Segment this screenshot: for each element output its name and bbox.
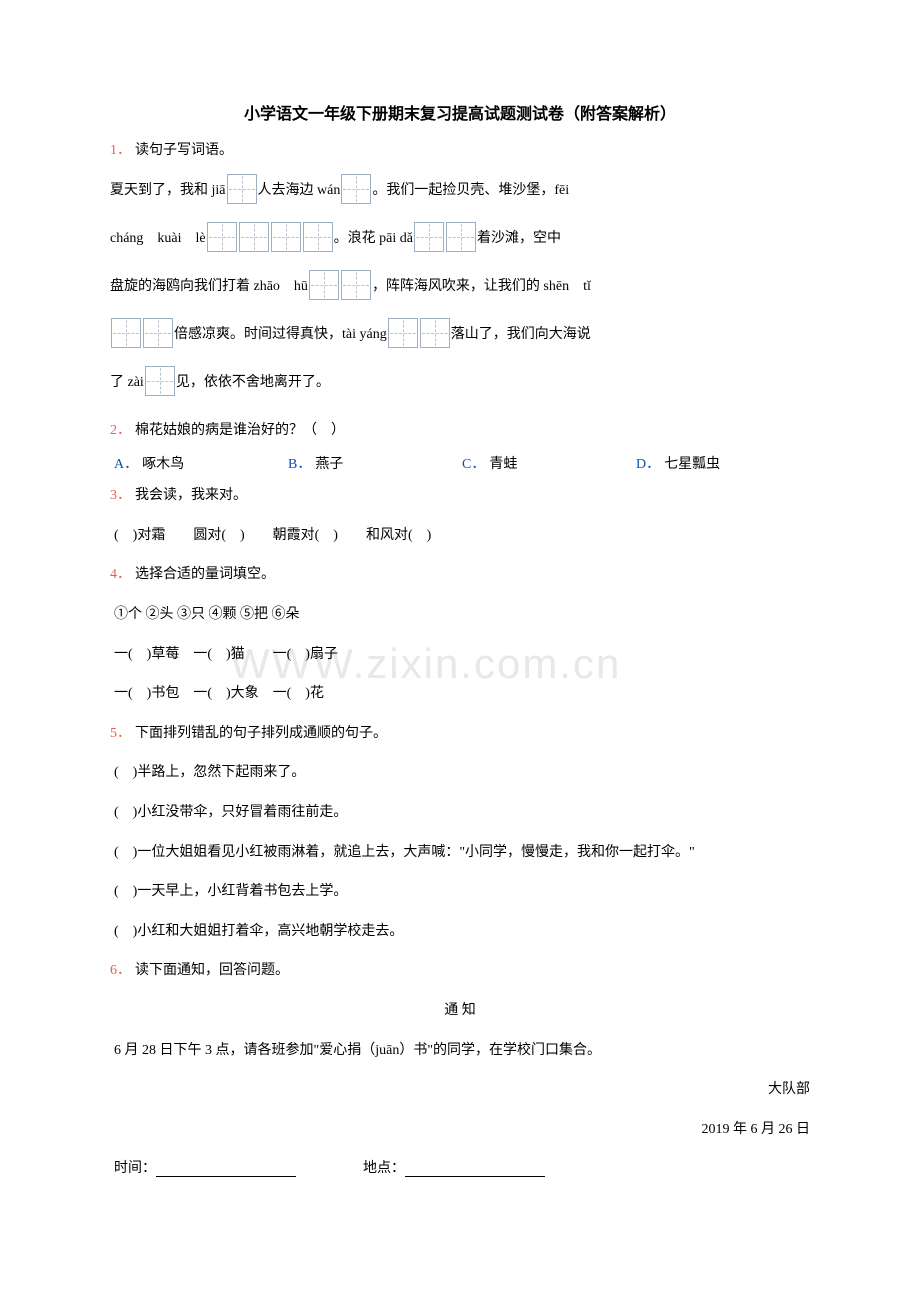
q1-r1c: 。我们一起捡贝壳、堆沙堡，fēi [372,179,569,199]
q2-c: C． [462,457,485,472]
q5-l1: ( )半路上，忽然下起雨来了。 [110,756,810,790]
q5-num: 5． [110,726,131,741]
q6-time-label: 时间： [114,1161,156,1176]
q1-r2b: 。浪花 pāi dǎ [334,227,413,247]
q6-label: 读下面通知，回答问题。 [135,963,289,978]
q2-options: A． 啄木鸟 B． 燕子 C． 青蛙 D． 七星瓢虫 [114,453,810,473]
q1-r1a: 夏天到了，我和 jiā [110,179,226,199]
q6-title: 通 知 [110,994,810,1028]
q1-r2c: 着沙滩，空中 [477,227,561,247]
char-box [145,366,175,396]
underline [405,1161,545,1177]
page-title: 小学语文一年级下册期末复习提高试题测试卷（附答案解析） [110,100,810,124]
q1-row5: 了 zài 见，依依不舍地离开了。 [110,366,810,396]
q6-num: 6． [110,963,131,978]
q1-row1: 夏天到了，我和 jiā 人去海边 wán 。我们一起捡贝壳、堆沙堡，fēi [110,174,810,204]
q2-d: D． [636,457,660,472]
q2-a-txt: 啄木鸟 [142,457,184,472]
q1-row4: 倍感凉爽。时间过得真快，tài yáng 落山了，我们向大海说 [110,318,810,348]
q2-num: 2． [110,423,131,438]
q5-label: 下面排列错乱的句子排列成通顺的句子。 [135,726,387,741]
q1-num: 1． [110,143,131,158]
q4-num: 4． [110,567,131,582]
q4-l1: ①个 ②头 ③只 ④颗 ⑤把 ⑥朵 [110,598,810,632]
char-box [143,318,173,348]
q1-r4b: 落山了，我们向大海说 [451,323,591,343]
char-box [341,174,371,204]
q5-l4: ( )一天早上，小红背着书包去上学。 [110,875,810,909]
char-box [341,270,371,300]
q3-label: 我会读，我来对。 [135,488,247,503]
char-box [207,222,237,252]
q6-body: 6 月 28 日下午 3 点，请各班参加"爱心捐（juān）书"的同学，在学校门… [110,1034,810,1068]
q5-l5: ( )小红和大姐姐打着伞，高兴地朝学校走去。 [110,915,810,949]
char-box [303,222,333,252]
q1-r5a: 了 zài [110,371,144,391]
q2-label: 棉花姑娘的病是谁治好的？（ ） [135,423,345,438]
char-box [239,222,269,252]
q1-r1b: 人去海边 wán [258,179,341,199]
q1-row3: 盘旋的海鸥向我们打着 zhāo hū ，阵阵海风吹来，让我们的 shēn tǐ [110,270,810,300]
q1-header: 1． 读句子写词语。 [110,134,810,168]
char-box [309,270,339,300]
q2-c-txt: 青蛙 [489,457,517,472]
q2-b-txt: 燕子 [315,457,343,472]
q6-org: 大队部 [110,1073,810,1107]
q6-date: 2019 年 6 月 26 日 [110,1113,810,1147]
page-content: 小学语文一年级下册期末复习提高试题测试卷（附答案解析） 1． 读句子写词语。 夏天… [110,100,810,1186]
q3-body: ( )对霜 圆对( ) 朝霞对( ) 和风对( ) [110,519,810,553]
q4-l2: 一( )草莓 一( )猫 一( )扇子 [110,638,810,672]
q3-num: 3． [110,488,131,503]
char-box [111,318,141,348]
q5-l2: ( )小红没带伞，只好冒着雨往前走。 [110,796,810,830]
char-box [446,222,476,252]
q3-header: 3． 我会读，我来对。 [110,479,810,513]
q1-r2a: cháng kuài lè [110,227,206,247]
q4-header: 4． 选择合适的量词填空。 [110,558,810,592]
q6-header: 6． 读下面通知，回答问题。 [110,954,810,988]
q1-r3a: 盘旋的海鸥向我们打着 zhāo hū [110,275,308,295]
q4-l3: 一( )书包 一( )大象 一( )花 [110,677,810,711]
q4-label: 选择合适的量词填空。 [135,567,275,582]
underline [156,1161,296,1177]
q1-r5b: 见，依依不舍地离开了。 [176,371,330,391]
q2-d-txt: 七星瓢虫 [664,457,720,472]
q6-place-label: 地点： [363,1161,405,1176]
char-box [420,318,450,348]
q2-b: B． [288,457,311,472]
char-box [388,318,418,348]
q2-a: A． [114,457,138,472]
q1-row2: cháng kuài lè 。浪花 pāi dǎ 着沙滩，空中 [110,222,810,252]
q1-label: 读句子写词语。 [135,143,233,158]
q1-r4a: 倍感凉爽。时间过得真快，tài yáng [174,323,387,343]
char-box [227,174,257,204]
q5-l3: ( )一位大姐姐看见小红被雨淋着，就追上去，大声喊："小同学，慢慢走，我和你一起… [110,836,810,870]
q6-fill: 时间： 地点： [110,1152,810,1186]
char-box [414,222,444,252]
q5-header: 5． 下面排列错乱的句子排列成通顺的句子。 [110,717,810,751]
char-box [271,222,301,252]
q1-r3b: ，阵阵海风吹来，让我们的 shēn tǐ [372,275,591,295]
q2-header: 2． 棉花姑娘的病是谁治好的？（ ） [110,414,810,448]
